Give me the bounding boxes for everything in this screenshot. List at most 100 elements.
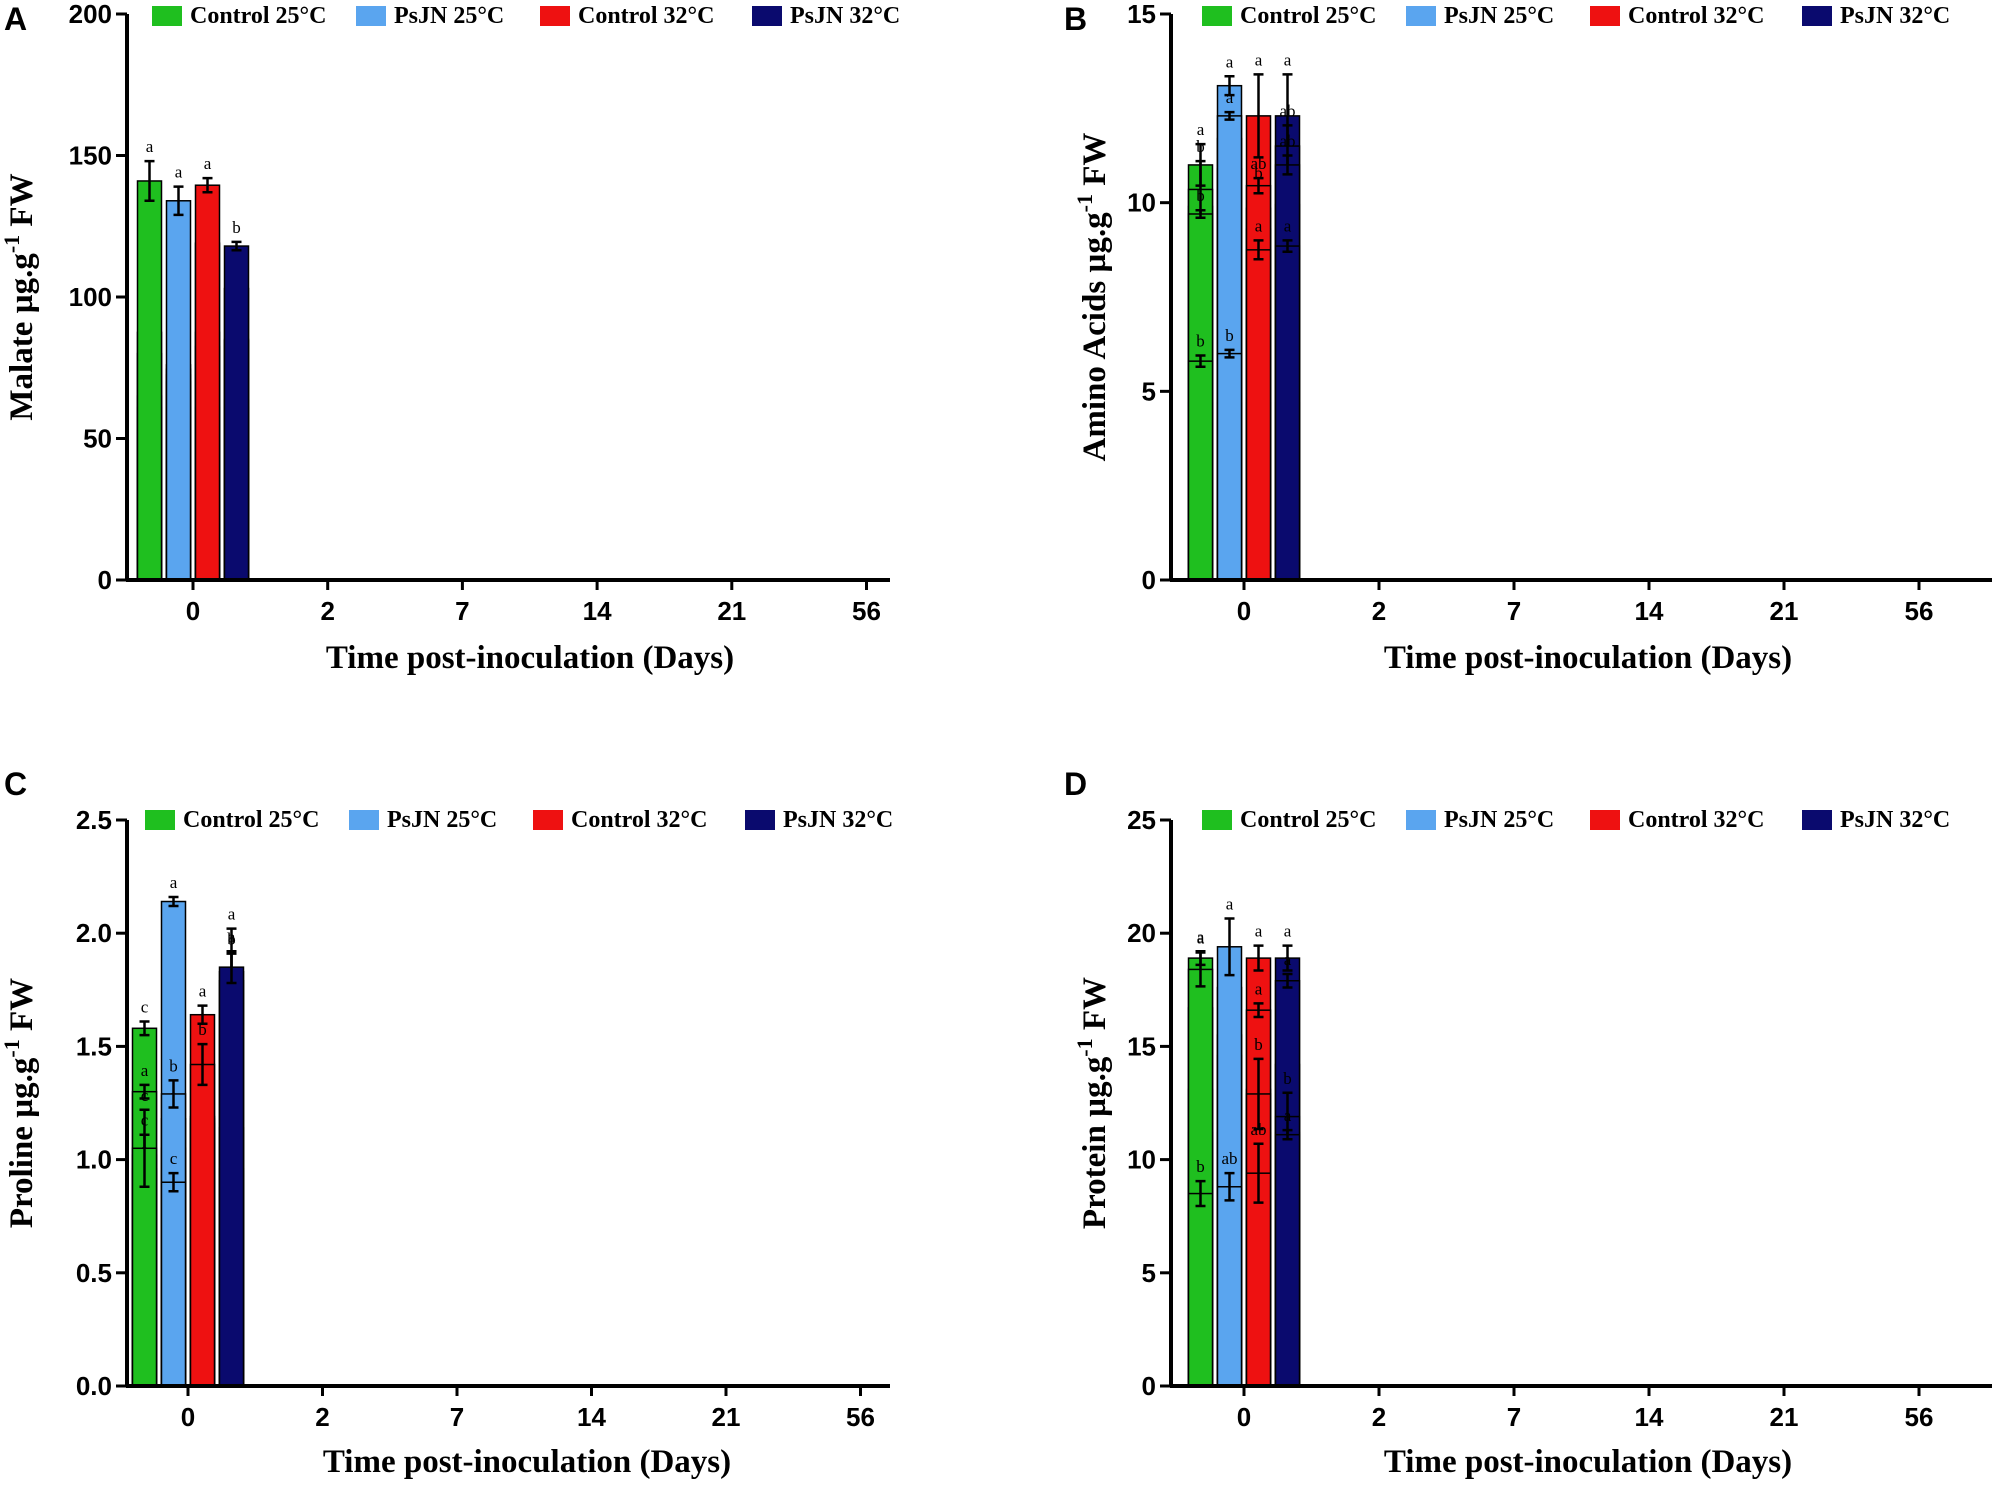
error-bar [1253,1002,1264,1019]
legend-swatch [752,6,782,26]
x-tick-label: 2 [320,596,334,626]
bar [189,1063,216,1387]
error-bar [1253,176,1264,195]
error-bar [1282,972,1293,989]
legend-swatch [1406,810,1436,830]
x-tick-label: 56 [1905,1402,1934,1432]
significance-letter: a [1255,922,1263,941]
significance-letter: b [198,1020,207,1039]
y-axis-title-suffix: FW [1077,133,1113,194]
legend-swatch [1802,6,1832,26]
panel-c: Caaaa0cadb2aababb7aaaa14cbaa21ccba560.00… [0,766,893,1480]
significance-letter: ab [1279,101,1295,120]
x-tick-label: 7 [455,596,469,626]
significance-letter: b [1254,1035,1263,1054]
legend-label: PsJN 32°C [1840,807,1950,833]
legend-swatch [1202,6,1232,26]
significance-letter: a [1255,50,1263,69]
significance-letter: b [1225,326,1234,345]
legend-swatch [1590,810,1620,830]
legend-label: Control 25°C [190,3,327,29]
legend-swatch [1802,810,1832,830]
significance-letter: b [1254,164,1263,183]
error-bar [168,1079,179,1109]
significance-letter: a [1226,894,1234,913]
error-bar [1195,208,1206,220]
x-tick-label: 56 [852,596,881,626]
error-bar [1282,944,1293,972]
significance-letter: b [1196,186,1205,205]
legend-swatch [1590,6,1620,26]
legend-swatch [356,6,386,26]
y-axis-title: Proline µg.g-1 FW [0,978,40,1228]
x-tick-label: 21 [712,1402,741,1432]
legend-label: Control 32°C [1628,807,1765,833]
y-tick-label: 150 [69,141,112,171]
y-tick-label: 0 [98,565,112,595]
error-bar [173,185,184,217]
y-axis-title-main: Proline µg.g [4,1057,40,1228]
x-tick-label: 21 [1770,596,1799,626]
legend-label: PsJN 32°C [783,807,893,833]
panel-d: Daaaa0aaaa2abaa7aaaa14aabb21bababa560510… [1064,766,1992,1480]
panel-a: Aaaaa0baba2abaa7abbaa14dcab21aaab5605010… [0,0,900,676]
significance-letter: a [146,137,154,156]
error-bar [168,895,179,908]
y-axis-title-main: Protein µg.g [1077,1056,1113,1229]
y-axis-title-superscript: -1 [0,235,24,253]
error-bar [139,1020,150,1037]
y-tick-label: 15 [1127,1031,1156,1061]
bar [1187,360,1214,581]
legend-swatch [533,810,563,830]
error-bar [1224,348,1235,359]
bar [136,180,163,581]
x-tick-label: 21 [717,596,746,626]
x-tick-label: 2 [315,1402,329,1432]
error-bar [1224,75,1235,97]
significance-letter: a [204,154,212,173]
x-tick-label: 14 [1635,1402,1664,1432]
significance-letter: a [1197,120,1205,139]
legend-swatch [540,6,570,26]
panel-letter: B [1064,1,1087,37]
significance-letter: a [141,1061,149,1080]
error-bar [168,1171,179,1193]
legend-label: Control 32°C [1628,3,1765,29]
panel-letter: D [1064,766,1087,802]
error-bar [1282,1128,1293,1141]
legend-label: PsJN 25°C [1444,3,1554,29]
y-axis-title-main: Malate µg.g [4,253,40,421]
error-bar [1195,951,1206,988]
y-axis-title-main: Amino Acids µg.g [1077,212,1113,462]
error-bar [1282,239,1293,253]
x-tick-label: 0 [1237,596,1251,626]
y-tick-label: 0.0 [76,1371,112,1401]
error-bar [197,1004,208,1026]
y-tick-label: 10 [1127,188,1156,218]
significance-letter: a [1284,950,1292,969]
significance-letter: a [228,905,236,924]
error-bar [1253,1057,1264,1131]
y-tick-label: 0.5 [76,1258,112,1288]
legend-label: PsJN 25°C [394,3,504,29]
error-bar [1224,1171,1235,1202]
significance-letter: a [170,873,178,892]
y-axis-title-suffix: FW [4,978,40,1039]
significance-letter: b [169,1056,178,1075]
significance-letter: c [141,997,149,1016]
significance-letter: b [1196,1157,1205,1176]
x-tick-label: 0 [186,596,200,626]
legend-label: PsJN 32°C [1840,3,1950,29]
y-tick-label: 1.0 [76,1145,112,1175]
y-tick-label: 0 [1142,565,1156,595]
y-axis-title-superscript: -1 [0,1039,24,1057]
bar [218,966,245,1387]
significance-letter: ab [1279,132,1295,151]
significance-letter: a [1197,927,1205,946]
error-bar [1253,239,1264,261]
significance-letter: a [1255,216,1263,235]
panel-b: Baaaa0ababab2aaaa7babab14baabab21bbaa560… [1064,0,1992,676]
y-tick-label: 1.5 [76,1031,112,1061]
significance-letter: ab [1250,1120,1266,1139]
x-tick-label: 14 [583,596,612,626]
